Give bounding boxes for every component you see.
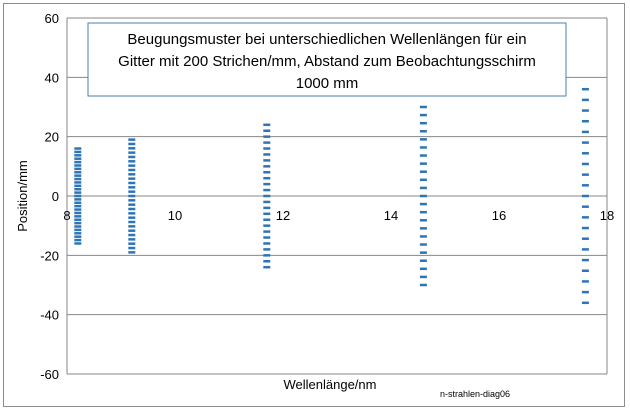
y-axis-title: Position/mm [15, 160, 30, 232]
series-1 [74, 147, 82, 245]
x-tick-labels: 8 10 12 14 16 18 [63, 208, 614, 223]
y-tick-label: 40 [45, 70, 59, 85]
series-2 [128, 138, 136, 254]
chart-title-line-3: 1000 mm [296, 75, 359, 92]
series-4 [419, 105, 427, 287]
series-5 [581, 87, 589, 305]
y-tick-label: -60 [40, 367, 59, 382]
x-tick-label: 18 [600, 208, 614, 223]
y-tick-label: -20 [40, 248, 59, 263]
y-tick-label: 60 [45, 11, 59, 26]
chart-title: Beugungsmuster bei unterschiedlichen Wel… [87, 22, 567, 97]
y-tick-label: 20 [45, 130, 59, 145]
y-tick-label: -40 [40, 308, 59, 323]
x-tick-label: 16 [492, 208, 506, 223]
data-marks [74, 87, 589, 305]
series-3 [263, 123, 271, 269]
credit-label: n-strahlen-diag06 [440, 389, 510, 399]
y-tick-label: 0 [52, 189, 59, 204]
x-tick-label: 10 [168, 208, 182, 223]
chart-title-line-1: Beugungsmuster bei unterschiedlichen Wel… [127, 31, 526, 48]
x-tick-label: 8 [63, 208, 70, 223]
y-tick-labels: 60 40 20 0 -20 -40 -60 [40, 11, 59, 382]
x-tick-label: 14 [384, 208, 398, 223]
x-tick-label: 12 [276, 208, 290, 223]
chart-title-line-2: Gitter mit 200 Strichen/mm, Abstand zum … [118, 53, 536, 70]
chart-title-box [87, 22, 567, 97]
x-axis-title: Wellenlänge/nm [284, 377, 377, 392]
